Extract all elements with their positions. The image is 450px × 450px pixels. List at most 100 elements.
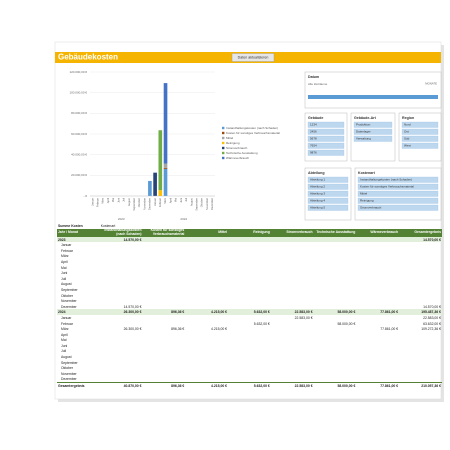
table-cell: Juni xyxy=(61,343,68,348)
table-row: Mai xyxy=(57,337,442,343)
legend-swatch xyxy=(222,136,225,140)
slicer-item[interactable] xyxy=(307,176,349,183)
bar xyxy=(163,83,168,164)
slicer-item-label[interactable]: 5678 xyxy=(310,137,317,141)
slicer-item-label[interactable]: Reinigung xyxy=(360,199,374,203)
slicer-item[interactable] xyxy=(401,121,439,128)
slicer-item-label[interactable]: Kosten für sonstiges Verbrauchsmaterial xyxy=(360,185,414,189)
table-row: März xyxy=(57,253,442,259)
y-tick-label: 80.000,00 € xyxy=(71,111,87,115)
slicer-item-label[interactable]: Abteilung 1 xyxy=(310,178,325,182)
timeline[interactable] xyxy=(308,95,438,99)
slicer-unit: MONATE xyxy=(425,82,437,86)
legend-label: Stromverbrauch xyxy=(226,146,248,150)
refresh-button[interactable] xyxy=(231,53,275,62)
table-cell: 2024 xyxy=(57,309,100,315)
table-row: Dezember xyxy=(57,376,442,382)
slicer-item[interactable] xyxy=(401,135,439,142)
refresh-button-label[interactable]: Daten aktualisieren xyxy=(238,56,269,60)
slicer-item-label[interactable]: 9876 xyxy=(310,151,317,155)
slicer-item-label[interactable]: 7654 xyxy=(310,144,317,148)
slicer-item-label[interactable]: Abteilung 4 xyxy=(310,199,325,203)
slicer-item-label[interactable]: Produktion xyxy=(356,123,371,127)
table-cell: 896,36 € xyxy=(142,382,186,389)
table-cell: Kostenart xyxy=(100,224,116,228)
slicer-item[interactable] xyxy=(307,204,349,211)
table-row: April xyxy=(57,332,442,338)
table-cell: 22.583,00 € xyxy=(270,309,314,315)
slicer-item[interactable] xyxy=(307,190,349,197)
slicer-item[interactable] xyxy=(353,128,393,135)
bar xyxy=(153,172,157,196)
slicer-item-label[interactable]: Nord xyxy=(404,123,411,127)
slicer-item[interactable] xyxy=(353,135,393,142)
table-cell: September xyxy=(61,287,78,292)
legend-swatch xyxy=(222,131,225,135)
table-row: Gesamtergebnis 40.870,00 €896,36 €4.215,0… xyxy=(57,382,442,389)
slicer-item[interactable] xyxy=(357,190,439,197)
slicer-item-label[interactable]: Instandhaltungskosten (nach Schaden) xyxy=(360,178,412,182)
slicer-item[interactable] xyxy=(353,121,393,128)
slicer-item[interactable] xyxy=(357,176,439,183)
table-cell: Februar xyxy=(61,248,73,253)
y-tick-label: 120.000,00 € xyxy=(69,70,87,74)
slicer-item-label[interactable]: Abteilung 3 xyxy=(310,192,325,196)
table-cell: 109.272,36 € xyxy=(421,327,441,332)
slicer-item[interactable] xyxy=(357,183,439,190)
table-cell: Juni xyxy=(61,271,68,276)
table-cell: 22.583,00 € xyxy=(423,315,441,320)
slicer-item-label[interactable]: Ost xyxy=(404,130,409,134)
table-cell: Kosten für sonstiges Verbrauchsmaterial xyxy=(142,228,186,237)
x-tick-label: September xyxy=(194,198,198,211)
year-label: 2023 xyxy=(118,217,125,221)
slicer-box xyxy=(304,71,442,109)
table-row: 2023 14.570,00 €14.570,00 € xyxy=(57,236,442,243)
slicer-item-label[interactable]: Mittel xyxy=(360,192,368,196)
table-cell: Mai xyxy=(61,265,67,270)
slicer-item[interactable] xyxy=(307,197,349,204)
bar xyxy=(158,130,163,191)
slicer-item-label[interactable]: Stromverbrauch xyxy=(360,206,382,210)
legend-swatch xyxy=(222,141,225,145)
legend-swatch xyxy=(222,156,225,160)
slicer-item-label[interactable]: Abteilung 5 xyxy=(310,206,325,210)
x-tick-label: Juni xyxy=(116,198,120,203)
slicer-item[interactable] xyxy=(307,135,345,142)
slicer-item-label[interactable]: West xyxy=(404,144,411,148)
table-cell: April xyxy=(61,259,68,264)
table-cell: 14.570,00 € xyxy=(423,304,441,309)
slicer-item[interactable] xyxy=(401,142,439,149)
slicers: Datum Alle Zeiträume MONATE Gebäude 1234 2456… xyxy=(304,71,442,221)
slicer-item[interactable] xyxy=(307,128,345,135)
slicer-item[interactable] xyxy=(401,128,439,135)
slicer-item[interactable] xyxy=(357,204,439,211)
slicer-item-label[interactable]: 1234 xyxy=(310,123,317,127)
table-cell xyxy=(270,236,314,243)
table-row: Oktober xyxy=(57,365,442,371)
x-tick-label: Februar xyxy=(96,198,100,207)
bar xyxy=(163,163,168,168)
slicer-item-label[interactable]: 2456 xyxy=(310,130,317,134)
x-tick-label: Dezember xyxy=(210,198,214,210)
x-tick-label: August xyxy=(127,198,131,206)
y-tick-label: 100.000,00 € xyxy=(69,90,87,94)
x-tick-label: April xyxy=(168,198,172,204)
slicer-item-label[interactable]: Süd xyxy=(404,137,410,141)
slicer-item[interactable] xyxy=(357,197,439,204)
slicer-item[interactable] xyxy=(307,142,345,149)
slicer-item-label[interactable]: Datenlager xyxy=(356,130,371,134)
table-cell: Dezember xyxy=(61,304,77,309)
table-cell: Oktober xyxy=(61,293,74,298)
table-cell: März xyxy=(61,254,69,259)
slicer-item[interactable] xyxy=(307,183,349,190)
slicer-item[interactable] xyxy=(307,121,345,128)
slicer-item-label[interactable]: Verwaltung xyxy=(356,137,371,141)
table-cell: Wärmeverbrauch xyxy=(356,228,400,237)
bar xyxy=(148,180,152,196)
y-tick-label: 40.000,00 € xyxy=(71,152,87,156)
table-cell: April xyxy=(61,332,68,337)
table-cell: Stromverbrauch xyxy=(270,228,314,237)
slicer-item-label[interactable]: Abteilung 2 xyxy=(310,185,325,189)
slicer-item[interactable] xyxy=(307,149,345,156)
